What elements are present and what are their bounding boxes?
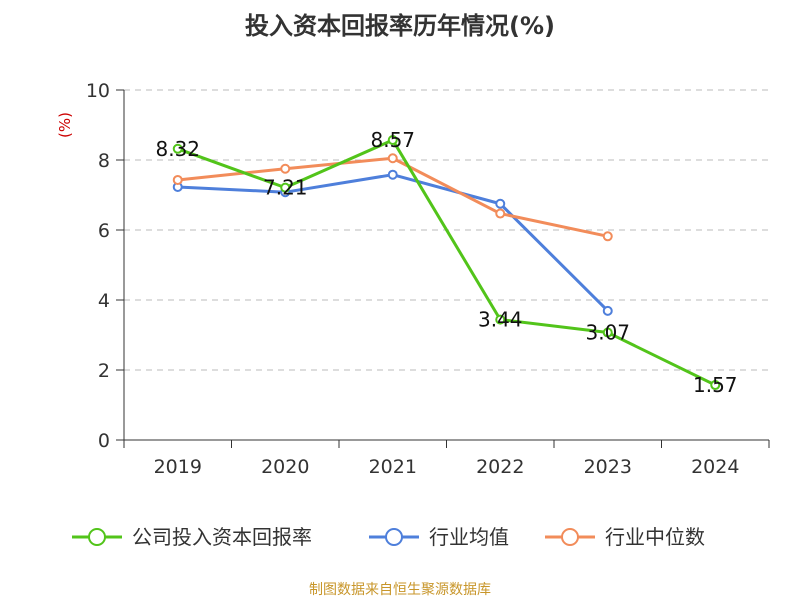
data-point	[387, 169, 398, 180]
y-axis-unit: (%)	[56, 112, 74, 138]
y-tick-label: 0	[98, 430, 110, 452]
y-tick-label: 6	[98, 220, 110, 242]
y-tick-label: 4	[98, 290, 110, 312]
data-point	[280, 163, 291, 174]
series-line	[177, 138, 716, 387]
legend-label: 公司投入资本回报率	[132, 525, 312, 549]
series-lines	[177, 138, 716, 387]
series-points	[172, 135, 721, 391]
y-tick-label: 10	[86, 80, 110, 102]
x-tick-label: 2020	[261, 456, 309, 478]
data-point	[387, 135, 398, 146]
data-point	[172, 174, 183, 185]
x-tick-label: 2024	[691, 456, 739, 478]
legend-marker-dot	[88, 528, 106, 546]
x-tick-label: 2023	[584, 456, 632, 478]
data-label: 1.57	[693, 373, 738, 397]
data-point	[495, 314, 506, 325]
data-label: 3.44	[478, 308, 523, 332]
source-note: 制图数据来自恒生聚源数据库	[309, 582, 491, 598]
data-label: 7.21	[263, 176, 308, 200]
legend-marker-dot	[385, 528, 403, 546]
axes	[116, 89, 770, 448]
data-point	[602, 305, 613, 316]
series-line	[177, 173, 609, 312]
x-tick-label: 2021	[369, 456, 417, 478]
data-label: 8.57	[370, 128, 415, 152]
data-point	[280, 182, 291, 193]
data-point	[602, 231, 613, 242]
data-point	[602, 327, 613, 338]
data-point	[495, 208, 506, 219]
data-label: 8.32	[155, 137, 200, 161]
data-point	[495, 198, 506, 209]
data-point	[710, 380, 721, 391]
y-tick-labels: 0 2 4 6 8 10	[86, 80, 110, 452]
x-tick-label: 2019	[154, 456, 202, 478]
x-tick-label: 2022	[476, 456, 524, 478]
data-label: 3.07	[585, 321, 630, 345]
data-labels: 8.32 7.21 8.57 3.44 3.07 1.57	[155, 128, 737, 397]
data-point	[172, 143, 183, 154]
y-tick-label: 2	[98, 360, 110, 382]
legend-label: 行业均值	[429, 525, 509, 549]
legend: 公司投入资本回报率 行业均值 行业中位数	[72, 525, 705, 549]
chart-title: 投入资本回报率历年情况(%)	[245, 12, 555, 40]
legend-label: 行业中位数	[605, 525, 705, 549]
data-point	[387, 153, 398, 164]
x-tick-labels: 2019 2020 2021 2022 2023 2024	[154, 456, 740, 478]
y-tick-label: 8	[98, 150, 110, 172]
legend-marker-dot	[561, 528, 579, 546]
